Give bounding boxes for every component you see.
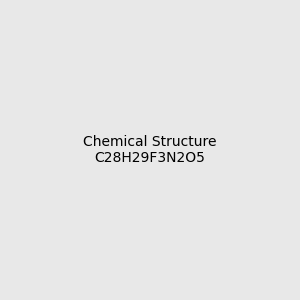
Text: Chemical Structure
C28H29F3N2O5: Chemical Structure C28H29F3N2O5: [83, 135, 217, 165]
